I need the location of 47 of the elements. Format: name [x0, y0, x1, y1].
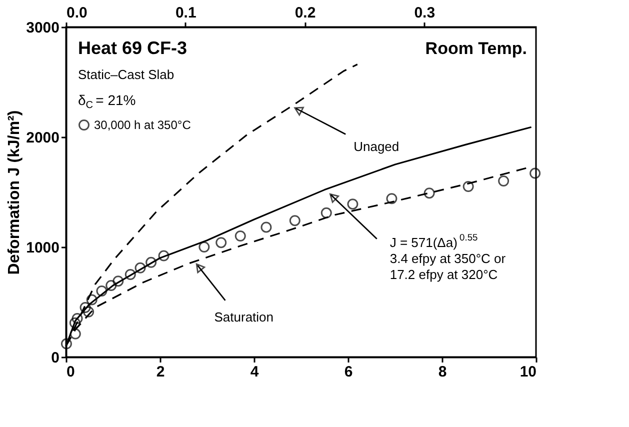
- point: [530, 168, 541, 179]
- point: [83, 306, 94, 318]
- x-tick-label: 6: [344, 364, 353, 380]
- point: [106, 280, 117, 291]
- point: [96, 286, 108, 296]
- y-tick-label: 2000: [26, 130, 60, 146]
- annotation: Saturation: [214, 309, 274, 324]
- annotation: Unaged: [354, 139, 400, 154]
- point: [424, 188, 435, 199]
- point: [158, 250, 170, 262]
- point: [72, 313, 83, 324]
- y-axis-title: Deformation J (kJ/m²): [6, 110, 24, 275]
- point: [462, 181, 474, 192]
- legend-label: 30,000 h at 350°C: [94, 118, 192, 132]
- point: [60, 338, 72, 350]
- y-tick-label: 1000: [26, 240, 60, 256]
- annotation: Static–Cast Slab: [78, 67, 174, 82]
- x2-tick-label: 0.3: [414, 4, 436, 22]
- x-tick-label: 4: [250, 364, 260, 380]
- point: [216, 237, 227, 248]
- point: [112, 276, 124, 287]
- point: [69, 317, 80, 328]
- y-tick-label: 0: [51, 350, 60, 366]
- x2-tick-label: 0.0: [66, 4, 88, 22]
- annotation: Heat 69 CF-3: [78, 38, 188, 58]
- y-tick-label: 3000: [26, 20, 60, 36]
- point: [498, 176, 510, 186]
- point: [320, 207, 332, 218]
- point: [289, 215, 300, 226]
- x-tick-label: 0: [66, 364, 75, 380]
- point: [386, 193, 398, 204]
- annotation: Room Temp.: [425, 39, 527, 58]
- point: [124, 269, 136, 280]
- point: [80, 302, 91, 313]
- point: [198, 242, 210, 252]
- x-tick-label: 8: [438, 364, 447, 380]
- x-tick-label: 2: [156, 364, 165, 380]
- point: [134, 262, 146, 274]
- point: [70, 328, 81, 340]
- point: [86, 294, 98, 306]
- x2-tick-label: 0.1: [175, 4, 196, 22]
- point: [146, 256, 157, 268]
- x-tick-label: 10: [520, 364, 536, 380]
- point: [234, 230, 246, 242]
- point: [260, 222, 272, 233]
- x2-tick-label: 0.2: [294, 4, 316, 22]
- point: [347, 198, 358, 210]
